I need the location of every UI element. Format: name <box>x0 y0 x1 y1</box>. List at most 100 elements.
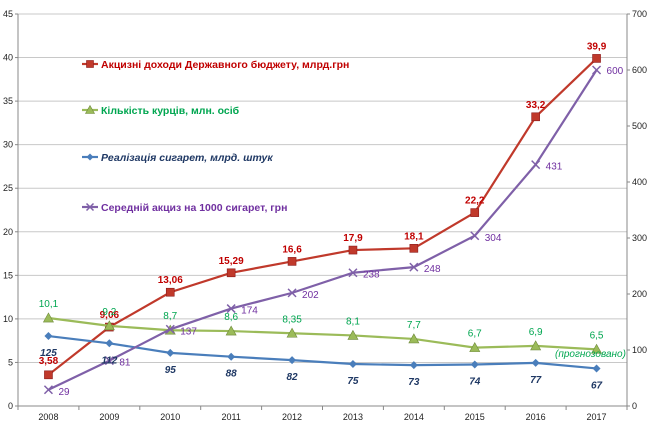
x-axis-tick-label: 2015 <box>465 412 485 422</box>
series-line <box>48 334 597 370</box>
data-label: 18,1 <box>404 231 424 242</box>
data-point <box>103 320 115 331</box>
x-axis-tick-label: 2012 <box>282 412 302 422</box>
series-3 <box>44 332 601 373</box>
data-point <box>347 329 359 340</box>
data-label: 3,58 <box>39 356 59 367</box>
x-axis-tick-labels: 2008 2009 2010 2011 2012 2013 2014 2015 2016 2017 <box>38 412 606 422</box>
right-axis-tick-label: 600 <box>632 65 647 75</box>
data-point <box>226 304 236 314</box>
x-axis-tick-label: 2016 <box>526 412 546 422</box>
legend-entry: Акцизні доходи Державного бюджету, млрд.… <box>82 59 349 71</box>
data-label: 125 <box>40 348 57 359</box>
series-line <box>47 57 598 376</box>
right-axis-tick-label: 700 <box>632 9 647 19</box>
left-axis-tick-label: 20 <box>3 227 13 237</box>
data-point <box>409 361 418 370</box>
series-line <box>47 69 598 391</box>
right-axis-tick-label: 500 <box>632 121 647 131</box>
data-point <box>470 360 479 369</box>
data-label: 202 <box>302 290 319 301</box>
legend-entry: Реалізація сигарет, млрд. штук <box>82 152 273 164</box>
data-point <box>166 348 175 357</box>
chart-data-labels: 3,58 9,06 13,06 15,29 16,6 17,9 18,1 22,2 33,2 39… <box>39 41 624 397</box>
series-line <box>48 316 597 351</box>
data-point <box>286 327 298 338</box>
data-point <box>104 356 114 366</box>
data-label: 15,29 <box>219 256 244 267</box>
data-label: 17,9 <box>343 233 363 244</box>
data-label: 81 <box>119 358 131 369</box>
data-label: 9,06 <box>100 310 120 321</box>
data-point <box>348 245 358 255</box>
data-label: 112 <box>101 355 117 366</box>
data-point <box>85 202 95 212</box>
left-axis-tick-label: 30 <box>3 140 13 150</box>
data-label: 74 <box>469 377 481 388</box>
data-point <box>227 352 236 361</box>
data-point <box>86 153 94 161</box>
series-1 <box>44 54 601 380</box>
data-label: 8,7 <box>163 311 177 322</box>
data-label: 13,06 <box>158 275 183 286</box>
data-point <box>470 231 480 241</box>
data-label: 431 <box>546 162 563 173</box>
data-point <box>86 60 94 68</box>
data-point <box>530 340 542 351</box>
data-label: 600 <box>607 66 624 77</box>
data-label: 29 <box>58 387 70 398</box>
data-point <box>348 268 358 278</box>
data-label: 304 <box>485 233 502 244</box>
left-axis-tick-label: 45 <box>3 9 13 19</box>
data-point <box>592 54 601 63</box>
right-axis-tick-label: 400 <box>632 177 647 187</box>
data-label: 75 <box>347 376 359 387</box>
right-axis-tick-label: 0 <box>632 401 637 411</box>
x-axis-tick-label: 2011 <box>221 412 240 422</box>
data-label: 16,6 <box>282 244 302 255</box>
data-point <box>287 257 297 266</box>
data-label: 73 <box>408 377 420 388</box>
chart-legend: Акцизні доходи Державного бюджету, млрд.… <box>82 59 349 214</box>
data-label: 8,6 <box>224 312 238 323</box>
data-label: 8,35 <box>282 314 302 325</box>
x-axis-tick-label: 2013 <box>343 412 363 422</box>
left-axis-tick-label: 40 <box>3 53 13 63</box>
data-label: 6,9 <box>529 327 543 338</box>
chart-series <box>42 54 603 395</box>
legend-entry: Середній акциз на 1000 сигарет, грн <box>82 202 287 214</box>
data-point <box>44 332 53 341</box>
right-axis-tick-label: 200 <box>632 289 647 299</box>
data-point <box>226 268 236 278</box>
legend-label: Акцизні доходи Державного бюджету, млрд.… <box>101 59 349 71</box>
data-point <box>591 343 603 354</box>
left-axis-tick-labels: 0 5 10 15 20 25 30 35 40 45 <box>3 9 13 411</box>
x-axis-tick-label: 2017 <box>587 412 607 422</box>
x-axis-tick-label: 2009 <box>99 412 119 422</box>
data-point <box>408 333 420 344</box>
data-point <box>84 104 96 114</box>
right-axis-tick-label: 100 <box>632 345 647 355</box>
data-label: 10,1 <box>39 299 59 310</box>
legend-label: Реалізація сигарет, млрд. штук <box>101 152 273 164</box>
x-axis-tick-label: 2014 <box>404 412 424 422</box>
data-point <box>42 312 54 323</box>
data-label: 8,1 <box>346 316 360 327</box>
data-point <box>288 356 297 365</box>
data-label: 174 <box>241 306 258 317</box>
data-point <box>409 262 419 272</box>
data-point <box>470 208 480 217</box>
left-axis-tick-label: 5 <box>8 357 13 367</box>
data-point <box>469 342 481 352</box>
legend-label: Середній акциз на 1000 сигарет, грн <box>101 202 287 214</box>
data-label: 7,7 <box>407 320 421 331</box>
legend-label: Кількість курців, млн. осіб <box>101 105 240 117</box>
left-axis-tick-label: 35 <box>3 96 13 106</box>
left-axis-tick-label: 0 <box>8 401 13 411</box>
right-axis-tick-label: 300 <box>632 233 647 243</box>
data-point <box>592 364 601 373</box>
data-label: 95 <box>165 365 177 376</box>
data-point <box>225 325 237 336</box>
data-label: 33,2 <box>526 100 546 111</box>
